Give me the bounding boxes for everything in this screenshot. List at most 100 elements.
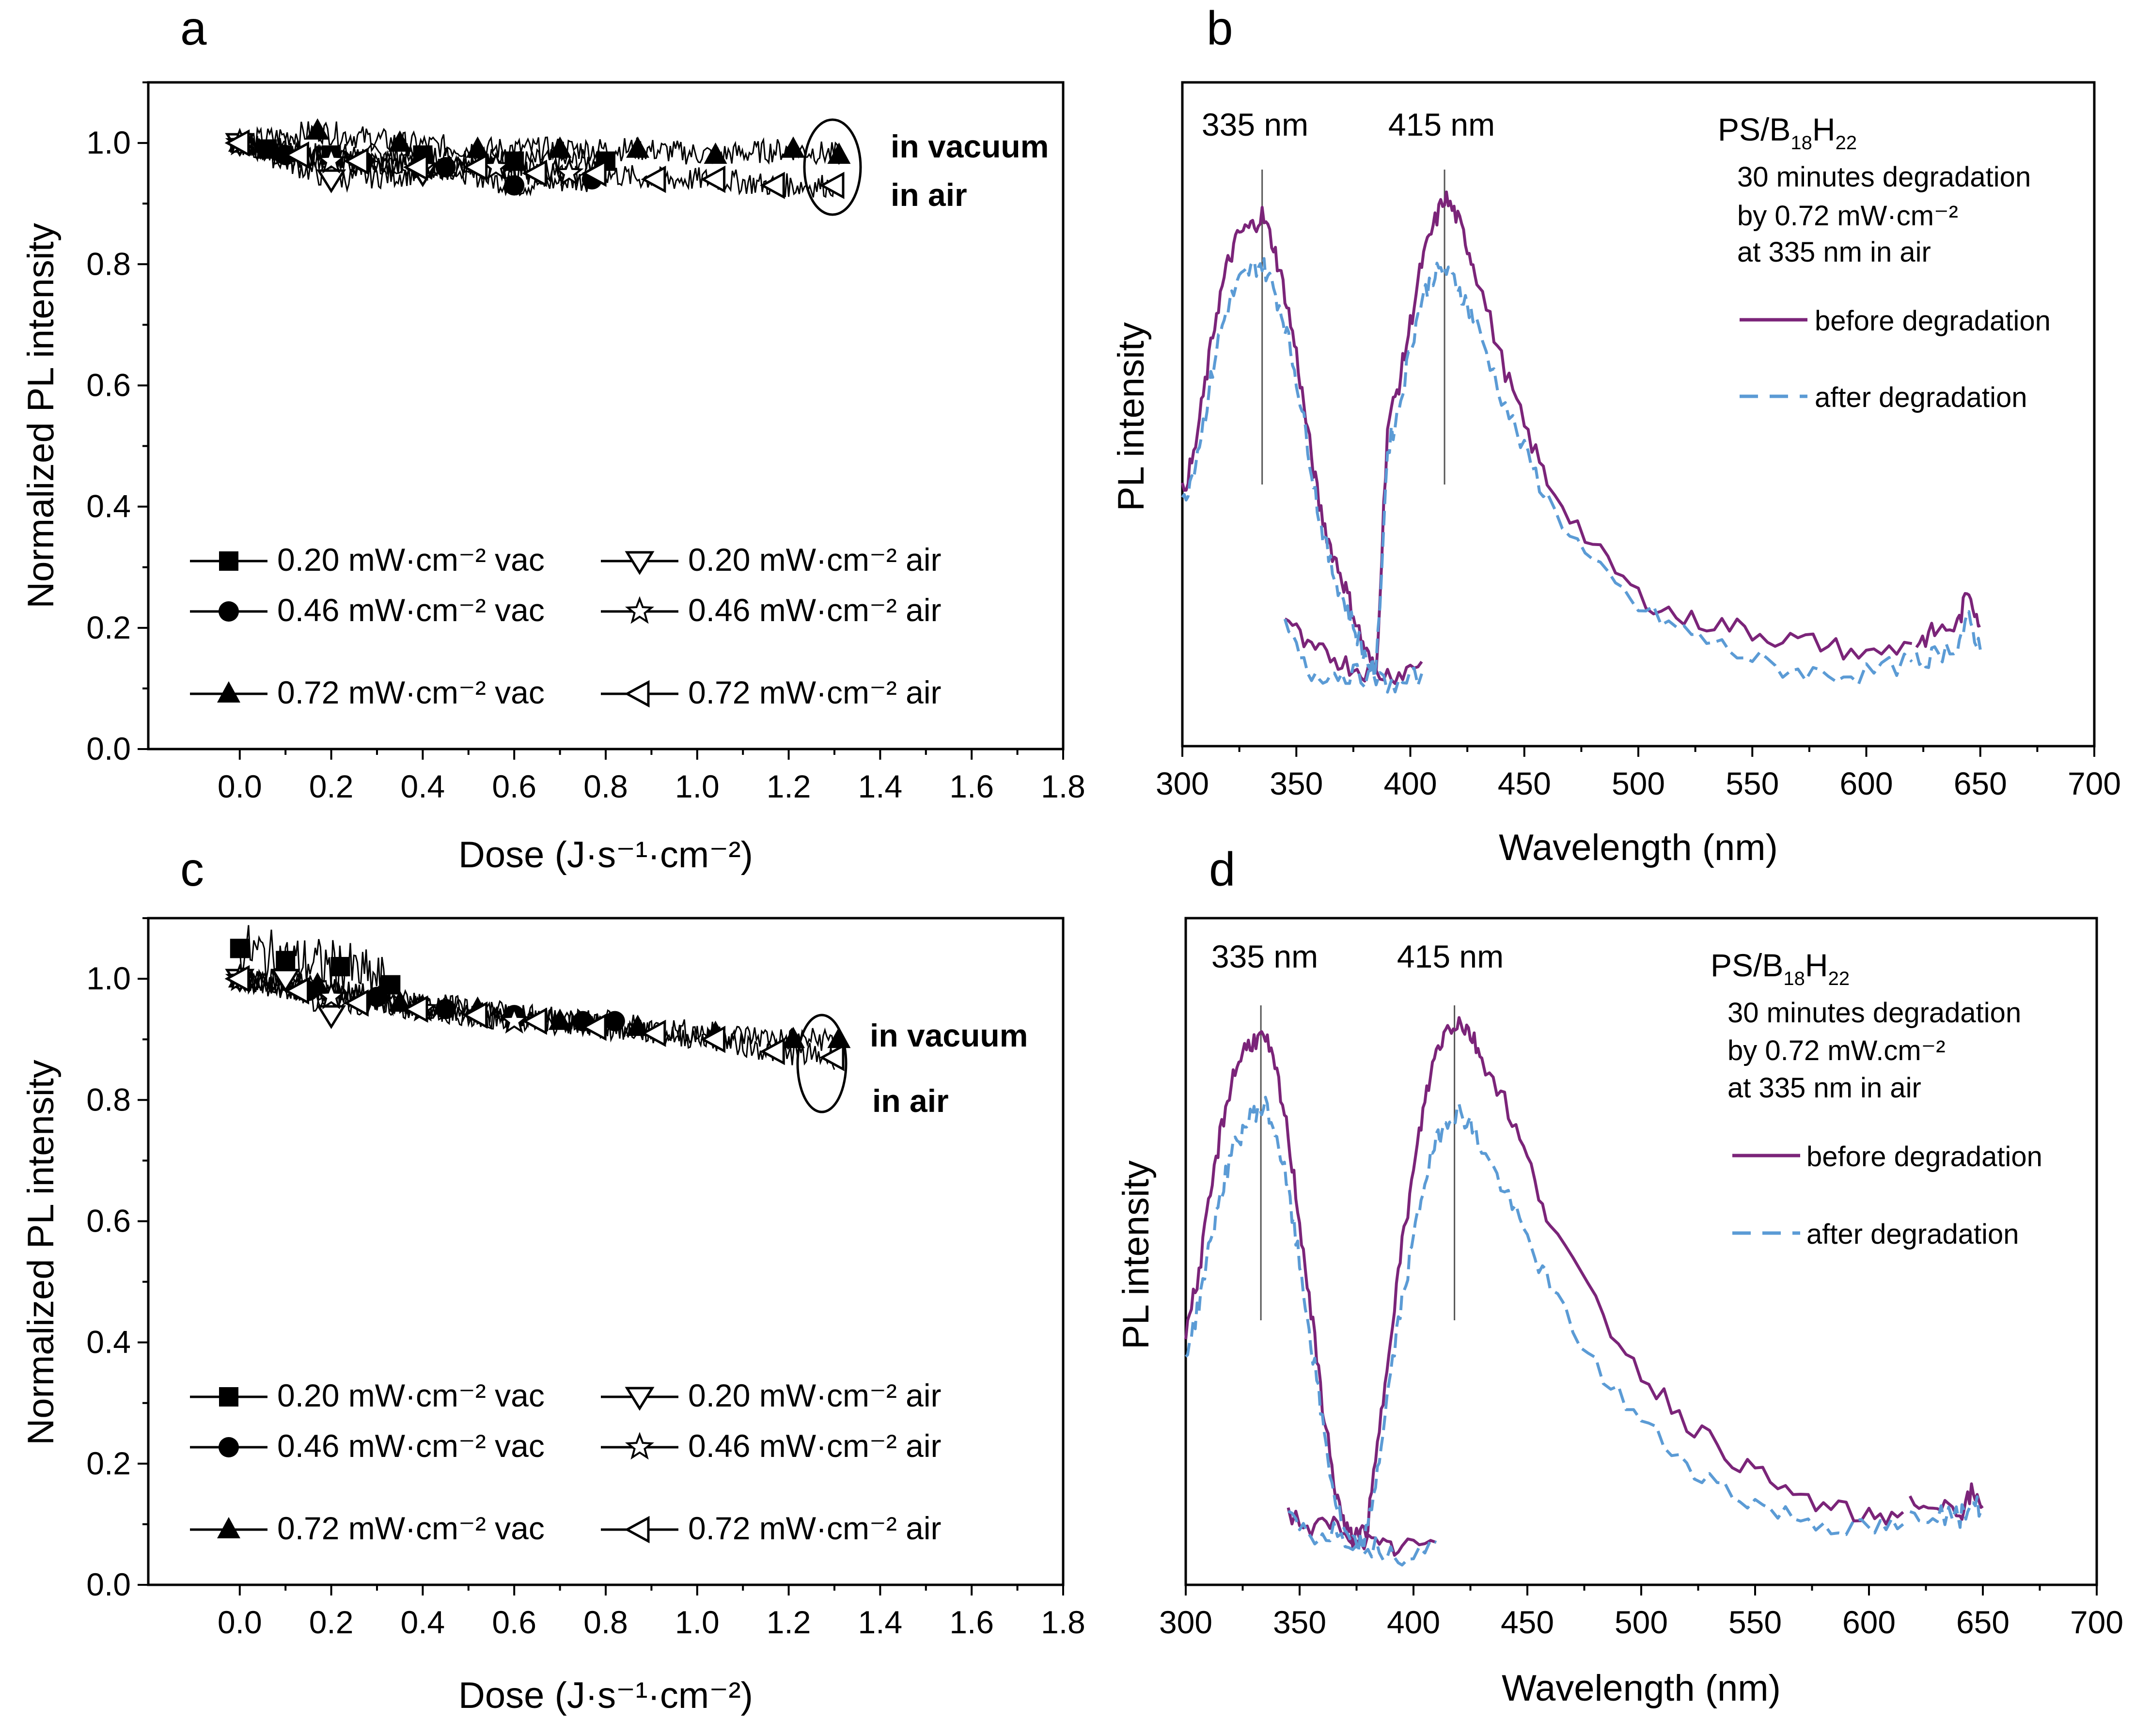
y-axis-label-c: Normalized PL intensity [20,1060,62,1445]
panel-label-c: c [180,843,204,896]
x-tick-label: 1.2 [767,1604,811,1640]
x-tick-label: 0.2 [309,768,354,804]
data-point [284,141,310,169]
peak-label-335-b: 335 nm [1202,107,1308,142]
x-ticks-b: 300 350 400 450 500 550 600 650 700 [1156,746,2121,801]
note-line3-b: at 335 nm in air [1737,236,1931,268]
noise-trace [239,925,392,1009]
data-point [760,172,785,199]
data-point [548,1008,572,1030]
data-point [224,129,250,157]
y-ticks-c: 0.0 0.2 0.4 0.6 0.8 1.0 [86,917,148,1602]
x-tick-label: 0.0 [218,768,262,804]
data-point [306,118,330,140]
x-tick-label: 300 [1156,766,1209,801]
curve-before-degradation [1915,592,1981,648]
data-point [581,1013,607,1041]
x-tick-label: 1.4 [858,1604,903,1640]
y-ticks-a: 0.0 0.2 0.4 0.6 0.8 1.0 [86,81,148,766]
x-tick-label: 350 [1270,766,1323,801]
legend-label: 0.46 mW·cm⁻² vac [277,1428,545,1464]
x-tick-label: 550 [1726,766,1779,801]
data-point [760,1037,785,1065]
data-point [700,165,726,193]
data-point [306,972,330,994]
legend-marker [625,551,655,575]
data-point [284,977,310,1005]
legend-label: 0.20 mW·cm⁻² air [688,1377,942,1413]
endpoint-ellipse-c [796,1014,848,1113]
legend-label: 0.72 mW·cm⁻² vac [277,674,545,710]
x-ticks-a: 0.0 0.2 0.4 0.6 0.8 1.0 1.2 1.4 1.6 1.8 [218,749,1085,804]
data-point [344,989,369,1017]
y-tick-label: 1.0 [86,125,131,160]
y-tick-label: 0.8 [86,1081,131,1117]
data-point [500,1006,529,1034]
x-tick-label: 1.6 [949,768,994,804]
panel-d: d 300 350 400 450 500 550 600 650 700 Wavelength… [1115,843,2123,1709]
x-tick-label: 450 [1498,766,1551,801]
data-point [435,999,456,1019]
x-tick-label: 0.6 [492,768,536,804]
x-axis-label-c: Dose (J·s⁻¹·cm⁻²) [458,1675,753,1716]
legend-marker [219,1387,238,1407]
data-point [704,142,727,164]
data-point [782,136,805,158]
curve-after-degradation [1181,257,1913,686]
y-tick-label: 0.0 [86,1566,131,1602]
x-tick-label: 600 [1842,1604,1896,1640]
annotation-in-vacuum-a: in vacuum [891,128,1049,164]
data-point [504,175,525,196]
y-tick-label: 0.4 [86,1324,131,1360]
x-ticks-d: 300 350 400 450 500 550 600 650 700 [1159,1585,2123,1640]
y-tick-label: 0.0 [86,731,131,766]
x-tick-label: 0.8 [583,1604,628,1640]
data-point [581,159,607,187]
legend-marker [624,680,650,708]
note-line2-b: by 0.72 mW·cm⁻² [1737,200,1958,232]
data-point [462,1001,488,1029]
data-point [316,169,346,193]
x-tick-label: 1.8 [1041,1604,1085,1640]
x-axis-label-a: Dose (J·s⁻¹·cm⁻²) [458,834,753,876]
legend-label: 0.20 mW·cm⁻² air [688,542,942,578]
x-tick-label: 0.6 [492,1604,536,1640]
data-point [403,995,428,1023]
panel-a: a 0.0 0.2 0.4 0.6 0.8 1.0 1.2 1.4 1.6 1.8 0.00.20… [20,1,1085,876]
curve-before-degradation [1287,1507,1437,1557]
data-point [316,1005,346,1029]
data-point [522,159,547,187]
data-point [504,151,524,171]
curves-b [1181,190,1982,694]
note-line2-d: by 0.72 mW.cm⁻² [1727,1035,1946,1066]
legend-marker [625,1387,655,1411]
x-tick-label: 1.6 [949,1604,994,1640]
note-line1-b: 30 minutes degradation [1737,161,2031,193]
curve-after-degradation [1909,1495,1984,1529]
data-point [819,1044,845,1071]
x-tick-label: 1.0 [675,1604,720,1640]
y-tick-label: 0.6 [86,367,131,403]
data-point [330,957,350,977]
sample-label-b: PS/B18H22 [1718,111,1857,154]
data-point [626,1015,650,1036]
series-group-a [224,118,851,199]
annotation-in-vacuum-c: in vacuum [870,1017,1028,1053]
y-tick-label: 0.4 [86,488,131,524]
x-tick-label: 650 [1956,1604,2009,1640]
x-tick-label: 0.0 [218,1604,262,1640]
legend-a: 0.20 mW·cm⁻² vac 0.20 mW·cm⁻² air 0.46 mW·… [190,542,942,710]
x-tick-label: 1.4 [858,768,903,804]
legend-label: 0.72 mW·cm⁻² vac [277,1510,545,1546]
data-point [827,142,851,164]
data-point [224,965,250,993]
legend-label-before-b: before degradation [1815,305,2051,337]
legend-label-after-d: after degradation [1806,1219,2019,1250]
x-axis-label-b: Wavelength (nm) [1499,827,1778,868]
x-axis-label-d: Wavelength (nm) [1502,1668,1781,1709]
legend-marker [625,596,655,624]
legend-label: 0.20 mW·cm⁻² vac [277,1377,545,1413]
data-point [388,130,412,152]
x-tick-label: 0.8 [583,768,628,804]
legend-label: 0.20 mW·cm⁻² vac [277,542,545,578]
